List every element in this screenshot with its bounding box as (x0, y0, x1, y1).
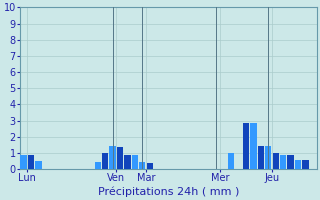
Bar (280, 155, 286, 169)
Bar (117, 147, 123, 169)
Bar (132, 155, 138, 169)
Bar (302, 160, 308, 169)
X-axis label: Précipitations 24h ( mm ): Précipitations 24h ( mm ) (98, 186, 239, 197)
Bar (287, 155, 294, 169)
Bar (20, 155, 27, 169)
Bar (35, 161, 42, 169)
Bar (273, 153, 279, 169)
Bar (139, 162, 145, 169)
Bar (124, 155, 131, 169)
Bar (95, 162, 101, 169)
Bar (102, 153, 108, 169)
Bar (28, 155, 34, 169)
Bar (243, 123, 249, 169)
Bar (265, 146, 271, 169)
Bar (228, 153, 234, 169)
Bar (147, 163, 153, 169)
Bar (109, 146, 116, 169)
Bar (258, 146, 264, 169)
Bar (250, 123, 257, 169)
Bar (295, 160, 301, 169)
